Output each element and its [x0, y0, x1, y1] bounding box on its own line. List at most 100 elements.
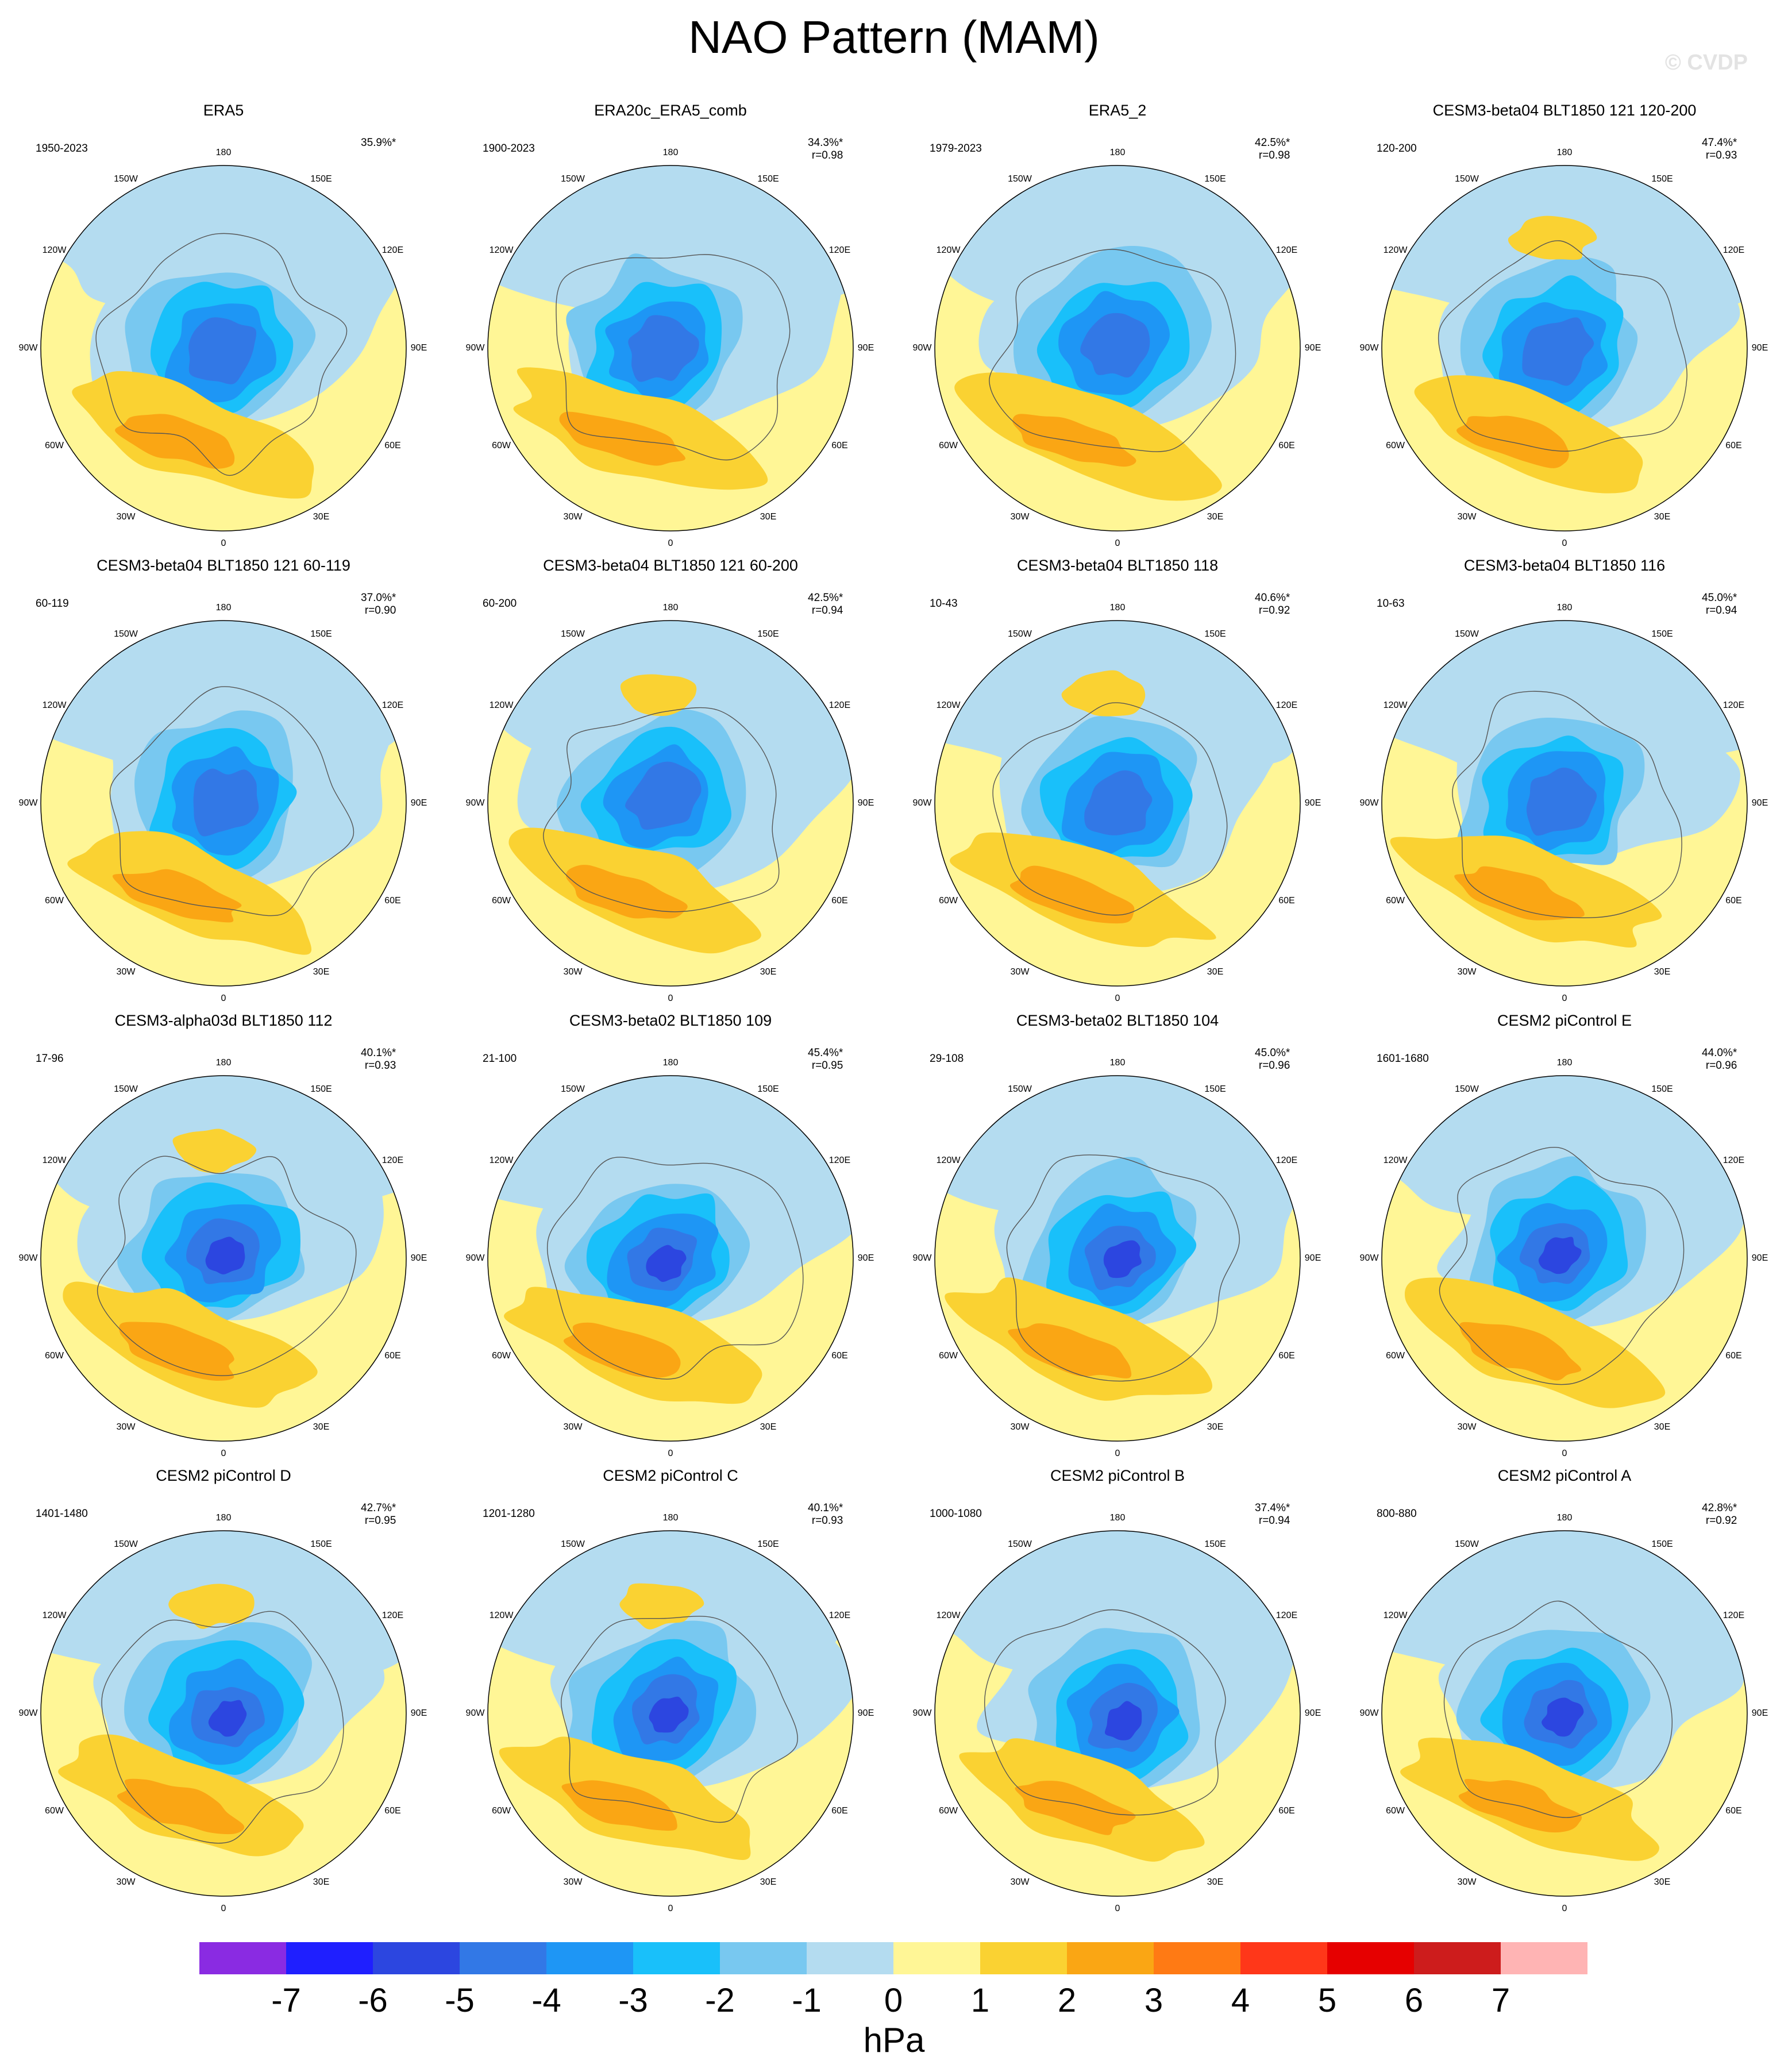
positive-contour [620, 674, 697, 716]
polar-map [40, 620, 407, 987]
longitude-label: 30W [563, 512, 583, 522]
panel-title: ERA20c_ERA5_comb [594, 102, 747, 119]
longitude-label: 180 [1556, 603, 1573, 613]
colorbar-tick-label: -2 [705, 1982, 735, 2019]
map-panel: CESM3-beta04 BLT1850 121 60-119 60-119 37.… [0, 556, 447, 1010]
panel-variance-pct: 42.8%* [1702, 1502, 1737, 1514]
longitude-label: 180 [1109, 148, 1126, 157]
longitude-label: 150W [114, 1084, 138, 1094]
longitude-label: 120E [382, 700, 404, 710]
map-outline [934, 1530, 1301, 1897]
colorbar-tick-label: -3 [618, 1982, 648, 2019]
longitude-label: 30W [1010, 1877, 1030, 1888]
panel-stats: 45.4%* r=0.95 [808, 1047, 843, 1072]
longitude-label: 180 [215, 1513, 232, 1523]
longitude-label: 60W [45, 1806, 64, 1816]
longitude-label: 120E [829, 1156, 851, 1165]
negative-contour [1105, 1701, 1142, 1740]
map-panel: CESM2 piControl C 1201-1280 40.1%* r=0.93 18… [447, 1466, 894, 1920]
panel-pattern-corr: r=0.92 [1705, 1515, 1737, 1527]
map-outline [1381, 1530, 1748, 1897]
map-panel: CESM3-beta04 BLT1850 121 60-200 60-200 42.… [447, 556, 894, 1010]
panel-stats: 45.0%* r=0.94 [1702, 592, 1737, 617]
longitude-label: 180 [1556, 148, 1573, 157]
positive-contour [566, 865, 688, 919]
longitude-label: 30W [1457, 1422, 1477, 1432]
longitude-label: 60W [492, 441, 511, 450]
negative-contour [188, 317, 257, 384]
colorbar-swatch [373, 1942, 460, 1974]
positive-contour [1061, 670, 1146, 717]
map-panel: ERA5 1950-2023 35.9%* 180 150E 120E 90E 60E 30E 0… [0, 101, 447, 555]
longitude-label: 150W [561, 1539, 585, 1549]
panel-title: CESM3-beta04 BLT1850 118 [1016, 557, 1219, 574]
colorbar-swatch [633, 1942, 720, 1974]
longitude-label: 150E [1204, 1539, 1226, 1549]
panel-pattern-corr: r=0.95 [364, 1515, 396, 1527]
longitude-label: 90E [857, 1253, 874, 1263]
colorbar-swatch [286, 1942, 373, 1974]
colorbar-swatch [199, 1942, 286, 1974]
longitude-label: 0 [668, 993, 673, 1003]
longitude-label: 30E [313, 512, 330, 522]
longitude-label: 90E [1751, 343, 1768, 353]
longitude-label: 60E [384, 441, 401, 450]
panel-title: CESM2 piControl E [1497, 1012, 1632, 1029]
panel-title: CESM3-alpha03d BLT1850 112 [114, 1012, 333, 1029]
map-outline [934, 165, 1301, 532]
map-outline [487, 165, 854, 532]
longitude-label: 60E [1725, 441, 1742, 450]
contour-layer [1382, 1076, 1747, 1441]
colorbar-tick-label: -7 [271, 1982, 301, 2019]
longitude-label: 60E [384, 896, 401, 906]
panel-title: CESM2 piControl C [603, 1467, 738, 1484]
panel-period: 1000-1080 [930, 1508, 982, 1520]
longitude-label: 90E [410, 343, 427, 353]
panel-period: 1601-1680 [1377, 1053, 1429, 1065]
positive-contour [117, 1778, 245, 1835]
panel-variance-pct: 42.7%* [361, 1502, 396, 1514]
longitude-label: 150W [561, 629, 585, 639]
longitude-label: 0 [221, 1449, 226, 1458]
colorbar-tick-label: 2 [1057, 1982, 1077, 2019]
longitude-label: 120W [1383, 700, 1408, 710]
longitude-label: 60W [1386, 1351, 1405, 1361]
coastline [101, 1611, 344, 1844]
longitude-label: 30W [1457, 512, 1477, 522]
positive-contour [561, 1780, 677, 1831]
map-outline [487, 1075, 854, 1442]
map-panel: CESM2 piControl D 1401-1480 42.7%* r=0.95 18… [0, 1466, 447, 1920]
longitude-label: 150W [1455, 629, 1479, 639]
panel-stats: 40.1%* r=0.93 [808, 1502, 843, 1527]
map-outline [40, 1075, 407, 1442]
map-panel: CESM3-beta02 BLT1850 109 21-100 45.4%* r=0.… [447, 1011, 894, 1465]
longitude-label: 0 [1115, 993, 1120, 1003]
positive-contour [1009, 865, 1135, 924]
longitude-label: 150W [1008, 174, 1032, 184]
longitude-label: 90E [857, 1708, 874, 1718]
longitude-label: 30W [1457, 1877, 1477, 1888]
panel-pattern-corr: r=0.98 [811, 149, 843, 161]
longitude-label: 150E [1204, 629, 1226, 639]
longitude-label: 60E [384, 1351, 401, 1361]
panel-period: 1900-2023 [483, 143, 535, 155]
longitude-label: 150E [1651, 629, 1673, 639]
longitude-label: 60E [1278, 896, 1295, 906]
longitude-label: 120W [936, 245, 961, 255]
longitude-label: 120W [42, 245, 67, 255]
longitude-label: 180 [662, 603, 679, 613]
map-outline [40, 620, 407, 987]
longitude-label: 60W [45, 1351, 64, 1361]
coastline [989, 249, 1236, 452]
map-panel: CESM3-beta04 BLT1850 116 10-63 45.0%* r=0.9… [1341, 556, 1788, 1010]
map-outline [487, 620, 854, 987]
colorbar-swatch [460, 1942, 546, 1974]
panel-stats: 35.9%* [361, 137, 396, 149]
colorbar-tick-label: -5 [445, 1982, 475, 2019]
panel-pattern-corr: r=0.98 [1258, 149, 1290, 161]
negative-contour [1542, 1697, 1584, 1737]
longitude-label: 30E [760, 512, 777, 522]
longitude-label: 90W [18, 1253, 38, 1263]
polar-map [1381, 165, 1748, 532]
